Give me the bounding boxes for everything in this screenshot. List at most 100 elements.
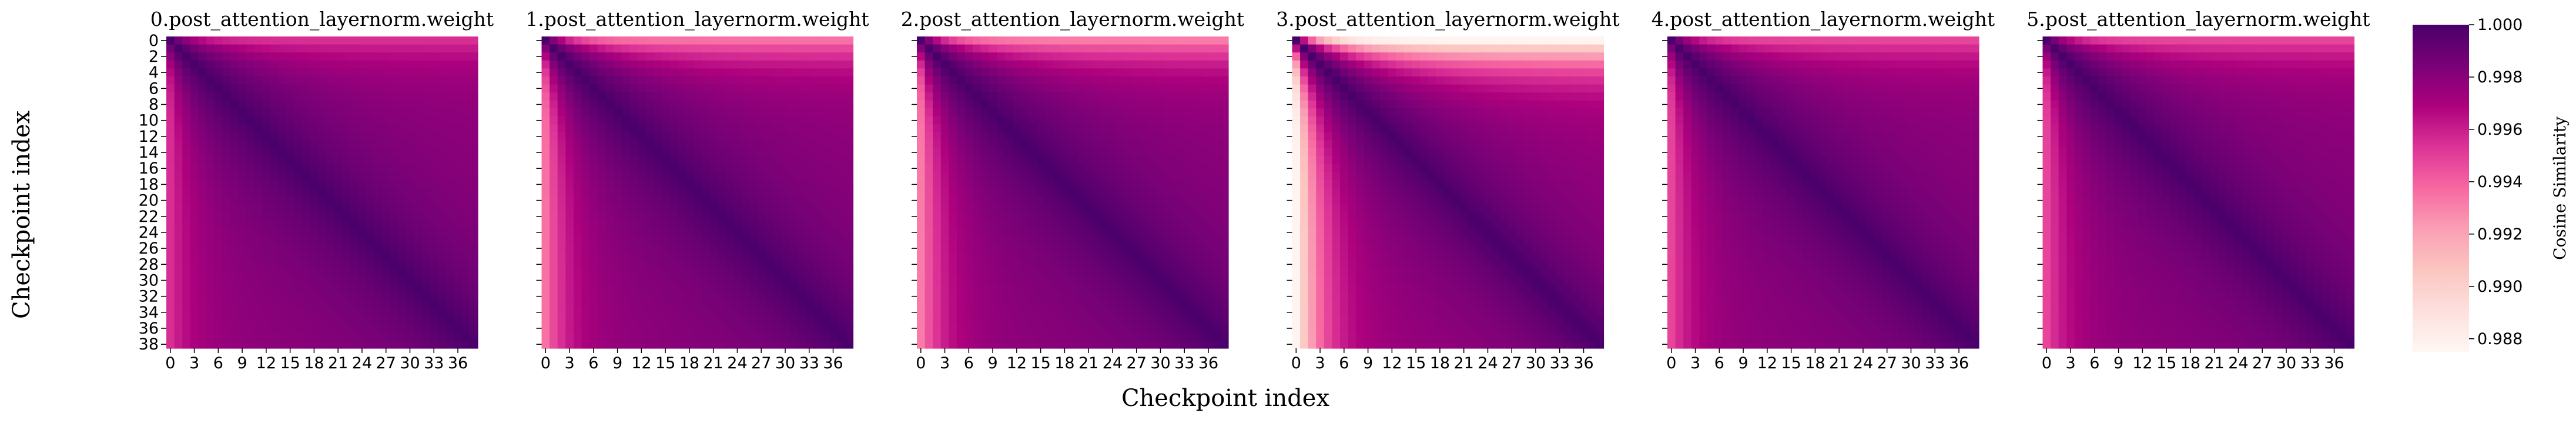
heatmap-cell	[461, 236, 471, 245]
heatmap-cell	[949, 340, 957, 349]
heatmap-cell	[1044, 44, 1053, 53]
heatmap-cell	[366, 84, 374, 93]
heatmap-cell	[270, 52, 279, 61]
heatmap-cell	[693, 236, 702, 245]
heatmap-cell	[1068, 148, 1077, 157]
heatmap-cell	[1148, 332, 1157, 341]
heatmap-cell	[557, 164, 566, 173]
heatmap-cell	[741, 324, 750, 333]
heatmap-cell	[190, 292, 199, 301]
heatmap-cell	[924, 100, 933, 109]
heatmap-cell	[973, 84, 982, 93]
heatmap-cell	[310, 220, 319, 229]
heatmap-cell	[1044, 100, 1053, 109]
heatmap-cell	[685, 156, 694, 165]
y-tick-label: 32	[139, 288, 159, 306]
heatmap-cell	[294, 100, 303, 109]
heatmap-cell	[198, 140, 207, 149]
heatmap-cell	[1108, 84, 1117, 93]
heatmap-cell	[797, 268, 806, 277]
heatmap-cell	[917, 244, 926, 253]
heatmap-cell	[757, 260, 766, 269]
heatmap-cell	[781, 116, 790, 125]
heatmap-cell	[1020, 84, 1029, 93]
heatmap-cell	[741, 268, 750, 277]
heatmap-cell	[470, 308, 478, 317]
heatmap-cell	[1220, 236, 1229, 245]
heatmap-cell	[341, 92, 351, 101]
heatmap-cell	[1499, 76, 1509, 85]
heatmap-cell	[318, 268, 327, 277]
heatmap-cell	[1180, 156, 1189, 165]
heatmap-cell	[1196, 324, 1205, 333]
heatmap-cell	[262, 196, 271, 205]
heatmap-cell	[845, 60, 854, 69]
heatmap-cell	[1076, 252, 1085, 261]
heatmap-cell	[310, 332, 319, 341]
heatmap-cell	[381, 300, 391, 309]
heatmap-cell	[1220, 100, 1229, 109]
heatmap-cell	[334, 324, 343, 333]
heatmap-cell	[454, 52, 463, 61]
heatmap-cell	[310, 284, 319, 293]
heatmap-cell	[1100, 196, 1109, 205]
heatmap-cell	[1036, 180, 1046, 189]
heatmap-cell	[182, 204, 191, 213]
heatmap-cell	[717, 76, 726, 85]
heatmap-cell	[1452, 44, 1460, 53]
heatmap-cell	[262, 44, 271, 53]
heatmap-cell	[550, 116, 558, 125]
heatmap-cell	[821, 220, 830, 229]
heatmap-cell	[829, 268, 838, 277]
heatmap-cell	[421, 308, 431, 317]
heatmap-cell	[821, 148, 830, 157]
heatmap-cell	[781, 68, 790, 77]
heatmap-cell	[829, 60, 838, 69]
heatmap-cell	[749, 92, 758, 101]
heatmap-cell	[454, 116, 463, 125]
heatmap-cell	[980, 236, 989, 245]
heatmap-cell	[805, 172, 814, 181]
heatmap-cell	[949, 300, 957, 309]
heatmap-cell	[470, 76, 478, 85]
heatmap-cell	[597, 204, 606, 213]
heatmap-cell	[725, 316, 734, 325]
heatmap-cell	[973, 292, 982, 301]
heatmap-cell	[557, 156, 566, 165]
heatmap-cell	[757, 36, 766, 45]
heatmap-cell	[445, 324, 454, 333]
heatmap-cell	[789, 180, 798, 189]
heatmap-cell	[190, 100, 199, 109]
heatmap-cell	[629, 212, 638, 221]
heatmap-cell	[270, 236, 279, 245]
heatmap-cell	[797, 116, 806, 125]
heatmap-cell	[310, 292, 319, 301]
heatmap-cell	[924, 188, 933, 197]
heatmap-cell	[198, 316, 207, 325]
heatmap-cell	[1124, 212, 1133, 221]
heatmap-cell	[629, 156, 638, 165]
heatmap-cell	[597, 132, 606, 141]
heatmap-cell	[613, 92, 622, 101]
heatmap-cell	[1020, 36, 1029, 45]
heatmap-cell	[1132, 260, 1141, 269]
heatmap-cell	[262, 92, 271, 101]
heatmap-cell	[629, 84, 638, 93]
heatmap-cell	[294, 76, 303, 85]
heatmap-cell	[996, 284, 1006, 293]
heatmap-cell	[1188, 52, 1197, 61]
heatmap-cell	[933, 76, 942, 85]
heatmap-cell	[837, 76, 846, 85]
heatmap-cell	[286, 204, 295, 213]
heatmap-cell	[206, 316, 215, 325]
heatmap-cell	[757, 316, 766, 325]
heatmap-cell	[1020, 140, 1029, 149]
heatmap-cell	[310, 204, 319, 213]
heatmap-cell	[454, 44, 463, 53]
heatmap-cell	[996, 164, 1006, 173]
heatmap-cell	[341, 108, 351, 117]
heatmap-cell	[222, 324, 231, 333]
heatmap-cell	[573, 84, 582, 93]
heatmap-cell	[1148, 252, 1157, 261]
heatmap-cell	[190, 60, 199, 69]
